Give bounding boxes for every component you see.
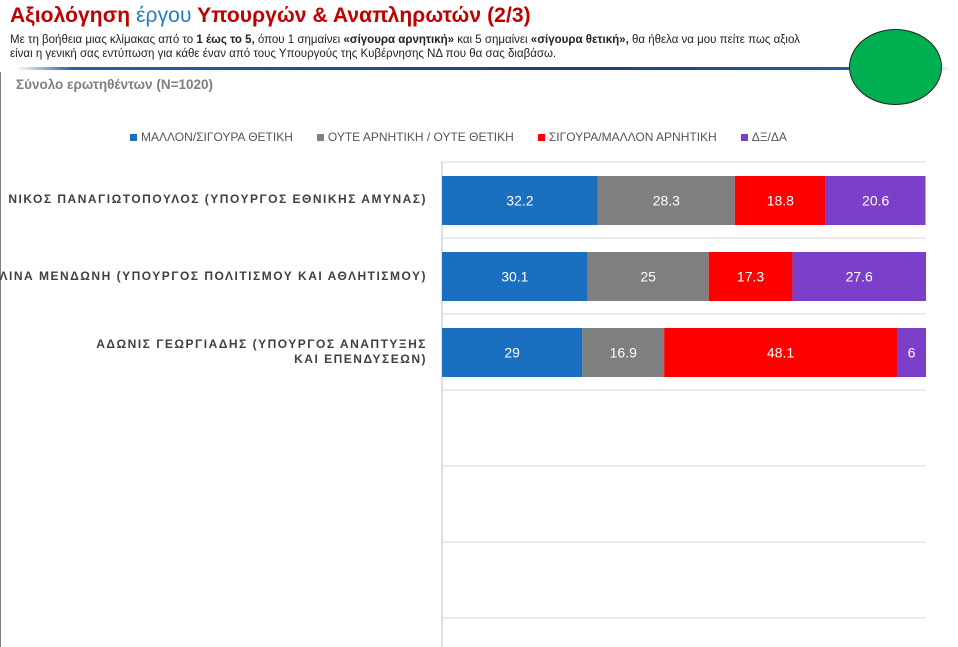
data-label: 27.6	[846, 269, 873, 285]
data-label: 16.9	[610, 345, 637, 361]
data-label: 17.3	[737, 269, 764, 285]
data-label: 48.1	[767, 345, 794, 361]
legend-swatch	[316, 133, 324, 141]
page-title: Αξιολόγηση έργου Υπουργών & Αναπληρωτών …	[10, 4, 531, 27]
bar-segment	[664, 328, 897, 377]
data-label: 20.6	[862, 193, 889, 209]
bar-segment	[825, 176, 926, 225]
green-badge	[849, 29, 942, 105]
legend-label: ΟΥΤΕ ΑΡΝΗΤΙΚΗ / ΟΥΤΕ ΘΕΤΙΚΗ	[327, 130, 514, 144]
bar-segment	[582, 328, 665, 377]
bar-segment	[442, 252, 588, 301]
bar-segment	[734, 176, 826, 225]
sample-size-note: Σύνολο ερωτηθέντων (N=1020)	[16, 77, 213, 92]
bar-segment	[792, 252, 926, 301]
bar-segment	[442, 328, 583, 377]
legend-label: ΔΞ/ΔΑ	[751, 130, 787, 144]
bar-segment	[708, 252, 793, 301]
legend-item-neutral: ΟΥΤΕ ΑΡΝΗΤΙΚΗ / ΟΥΤΕ ΘΕΤΙΚΗ	[316, 130, 514, 144]
legend-swatch	[130, 133, 137, 141]
data-label: 30.1	[501, 269, 528, 285]
bar-segment	[587, 252, 709, 301]
data-label: 29	[504, 345, 520, 361]
bar-segment	[442, 176, 598, 225]
data-label: 6	[908, 345, 916, 361]
legend-swatch	[740, 133, 748, 141]
data-label: 28.3	[653, 193, 680, 209]
data-label: 18.8	[767, 193, 794, 209]
question-text: Με τη βοήθεια μιας κλίμακας από το 1 έως…	[10, 34, 800, 60]
category-label: ΑΔΩΝΙΣ ΓΕΩΡΓΙΑΔΗΣ (ΥΠΟΥΡΓΟΣ ΑΝΑΠΤΥΞΗΣ ΚΑ…	[96, 337, 427, 366]
header-divider	[16, 67, 951, 70]
page-left-border	[0, 72, 1, 647]
legend-swatch	[537, 133, 545, 141]
data-label: 25	[640, 269, 656, 285]
category-label: ΛΙΝΑ ΜΕΝΔΩΝΗ (ΥΠΟΥΡΓΟΣ ΠΟΛΙΤΙΣΜΟΥ ΚΑΙ ΑΘ…	[0, 269, 427, 283]
legend-label: ΜΑΛΛΟΝ/ΣΙΓΟΥΡΑ ΘΕΤΙΚΗ	[141, 130, 293, 144]
category-label: ΝΙΚΟΣ ΠΑΝΑΓΙΩΤΟΠΟΥΛΟΣ (ΥΠΟΥΡΓΟΣ ΕΘΝΙΚΗΣ …	[8, 192, 427, 206]
legend-label: ΣΙΓΟΥΡΑ/ΜΑΛΛΟΝ ΑΡΝΗΤΙΚΗ	[548, 130, 717, 144]
legend-item-positive: ΜΑΛΛΟΝ/ΣΙΓΟΥΡΑ ΘΕΤΙΚΗ	[130, 130, 293, 144]
bar-segment	[597, 176, 735, 225]
bar-segment	[896, 328, 926, 377]
legend-item-dk-na: ΔΞ/ΔΑ	[740, 130, 787, 144]
legend-item-negative: ΣΙΓΟΥΡΑ/ΜΑΛΛΟΝ ΑΡΝΗΤΙΚΗ	[537, 130, 717, 144]
chart-legend: ΜΑΛΛΟΝ/ΣΙΓΟΥΡΑ ΘΕΤΙΚΗ ΟΥΤΕ ΑΡΝΗΤΙΚΗ / ΟΥ…	[130, 130, 787, 144]
data-label: 32.2	[506, 193, 533, 209]
